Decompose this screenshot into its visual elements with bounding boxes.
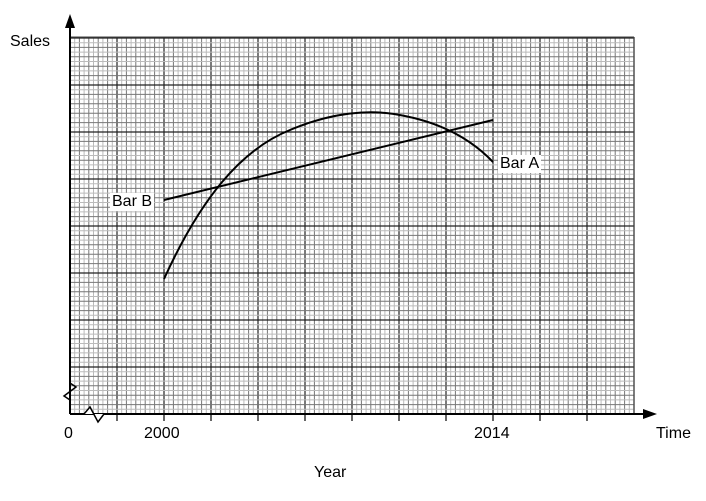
x-axis-end-label: Time — [656, 425, 691, 442]
axes — [62, 14, 657, 424]
x-tick-0: 0 — [64, 425, 73, 442]
x-tick-2000: 2000 — [144, 425, 180, 442]
graph-paper-grid — [69, 36, 635, 415]
bar-b-line — [163, 119, 494, 201]
x-axis-break-icon — [83, 405, 105, 424]
y-axis-label: Sales — [10, 33, 51, 50]
series — [163, 111, 494, 280]
y-axis-break-icon — [62, 382, 78, 401]
bar-b-label: Bar B — [110, 193, 155, 211]
x-tick-2014: 2014 — [474, 425, 510, 442]
x-axis-label: Year — [314, 464, 347, 481]
x-axis-arrow-icon — [643, 409, 657, 419]
y-axis-arrow-icon — [65, 14, 75, 28]
bar-a-label: Bar A — [498, 155, 542, 173]
